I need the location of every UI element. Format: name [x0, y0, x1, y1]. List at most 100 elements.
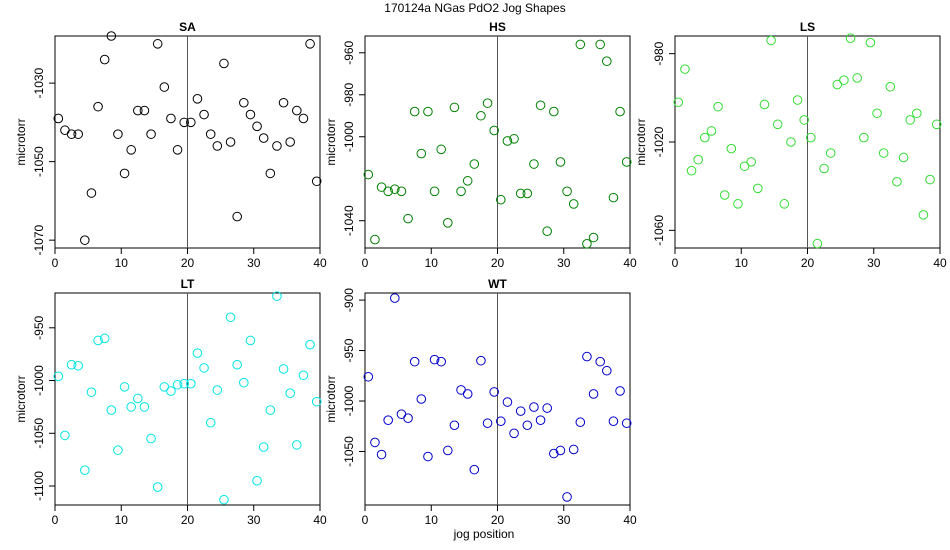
panel-hs-data-point — [535, 100, 546, 111]
panel-wt-data-point — [416, 394, 427, 404]
panel-ls-data-point — [912, 108, 922, 119]
panel-hs-data-point — [515, 188, 526, 199]
panel-hs-data-point — [462, 176, 473, 186]
panel-wt-data-point — [390, 293, 400, 303]
panel-sa-x-tick-label: 10 — [115, 256, 129, 270]
panel-wt-data-point — [602, 365, 612, 376]
panel-ls-data-point — [898, 152, 909, 163]
panel-sa-data-point — [199, 109, 209, 120]
panel-ls-data-point — [878, 148, 889, 158]
panel-lt-data-point — [133, 393, 143, 404]
panel-sa-data-point — [80, 235, 90, 245]
panel-hs-data-point — [595, 39, 605, 50]
panel-lt-data-point — [186, 378, 196, 389]
panel-wt-data-point — [555, 445, 566, 456]
panel-wt-data-point — [582, 351, 592, 362]
panel-lt-data-point — [73, 360, 83, 371]
panel-sa-x-tick-label: 0 — [52, 256, 59, 270]
panel-lt-data-point — [305, 339, 315, 350]
panel-ls-y-tick-label: -980 — [652, 41, 666, 65]
panel-wt-y-tick-label: -950 — [342, 338, 356, 362]
panel-lt-data-point — [205, 417, 216, 428]
panel-sa-x-tick-label: 40 — [313, 256, 327, 270]
panel-ls-x-tick-label: 0 — [672, 256, 679, 270]
panel-ls-data-point — [693, 154, 703, 165]
panel-sa-data-point — [292, 105, 302, 116]
panel-wt-data-point — [588, 389, 599, 399]
panel-hs-data-point — [482, 98, 493, 108]
panel-hs-data-point — [509, 134, 519, 144]
panel-lt-data-point — [239, 377, 249, 388]
panel-hs-y-tick-label: -1000 — [342, 121, 356, 152]
panels: SA 0 10 20 30 40 -1030 -1050 -1070 microtorr HS 0 10… — [14, 20, 947, 527]
panel-sa-data-point — [172, 145, 183, 155]
panel-wt-data-point — [376, 449, 387, 460]
panel-wt-data-point — [621, 418, 632, 429]
panel-hs-data-point — [416, 148, 427, 159]
panel-hs-data-point — [555, 157, 566, 167]
panel-lt-y-tick-label: -1000 — [32, 365, 46, 396]
panel-sa-x-tick-label: 30 — [247, 256, 261, 270]
panel-wt-x-tick-label: 30 — [557, 513, 571, 527]
panel-ls-y-tick-label: -1020 — [652, 126, 666, 157]
panel-wt-data-point — [509, 428, 519, 439]
panel-lt-data-point — [126, 402, 136, 412]
panel-hs-data-point — [568, 199, 579, 209]
panel-sa-data-point — [86, 188, 97, 198]
panel-hs-data-point — [529, 159, 539, 169]
panel-lt-data-point — [311, 396, 322, 407]
panel-sa-data-point — [225, 137, 236, 147]
panel-sa-data-point — [152, 39, 163, 49]
panel-ls-data-point — [753, 183, 763, 194]
panel-sa-data-point — [205, 129, 216, 139]
panel-sa-data-point — [119, 168, 130, 179]
panel-sa-data-point — [186, 117, 196, 128]
panel-ls-data-point — [852, 73, 862, 83]
panel-wt-y-tick-label: -1050 — [342, 436, 356, 467]
panel-sa-data-point — [139, 105, 150, 116]
panel-sa-data-point — [93, 101, 103, 112]
panel-sa-data-point — [219, 58, 229, 69]
panel-wt-y-tick-label: -900 — [342, 288, 356, 312]
panel-hs-data-point — [403, 213, 413, 224]
panel-lt-data-point — [146, 433, 156, 444]
panel-wt-data-point — [542, 403, 552, 413]
panel-wt-data-point — [403, 413, 413, 423]
panel-hs-data-point — [449, 102, 460, 113]
panel-ls-data-point — [686, 165, 697, 176]
panel-lt-data-point — [225, 312, 236, 323]
panel-ls-data-point — [786, 137, 796, 147]
panel-ls-data-point — [759, 99, 770, 110]
panel-ls-data-point — [719, 190, 730, 200]
panel-wt-data-point — [449, 420, 460, 431]
panel-sa-data-point — [99, 54, 110, 65]
panel-ls-x-tick-label: 30 — [867, 256, 881, 270]
panel-lt-data-point — [265, 405, 276, 415]
panel-wt-x-tick-label: 0 — [362, 513, 369, 527]
panel-hs-data-point — [502, 136, 513, 146]
panel-ls-data-point — [839, 75, 849, 85]
panel-ls: LS 0 10 20 30 40 -980 -1020 -1060 microtorr — [634, 20, 947, 270]
panel-lt: LT 0 10 20 30 40 -950 -1000 -1050 -1100 microtorr — [14, 277, 327, 527]
panel-lt-data-point — [258, 442, 269, 452]
panel-sa-data-point — [66, 129, 77, 139]
panel-hs-x-tick-label: 40 — [623, 256, 637, 270]
panel-sa-data-point — [278, 97, 289, 108]
panel-lt-data-point — [106, 405, 117, 415]
panel-lt-data-point — [272, 291, 282, 301]
panel-wt-data-point — [549, 448, 559, 459]
panel-wt-data-point — [575, 417, 586, 428]
panel-sa-data-point — [252, 121, 262, 132]
panel-hs-data-point — [443, 218, 453, 228]
panel-ls-data-point — [766, 35, 776, 46]
panel-ls-data-point — [845, 33, 856, 44]
panel-ls-data-point — [713, 101, 723, 112]
panel-sa-data-point — [298, 113, 309, 124]
panel-hs-x-tick-label: 30 — [557, 256, 571, 270]
panel-lt-data-point — [298, 370, 309, 381]
panel-sa-data-point — [179, 117, 189, 128]
panel-wt-data-point — [568, 444, 579, 455]
panel-hs-data-point — [383, 186, 393, 197]
panel-ls-data-point — [812, 238, 823, 249]
panel-ls-data-point — [825, 148, 836, 158]
